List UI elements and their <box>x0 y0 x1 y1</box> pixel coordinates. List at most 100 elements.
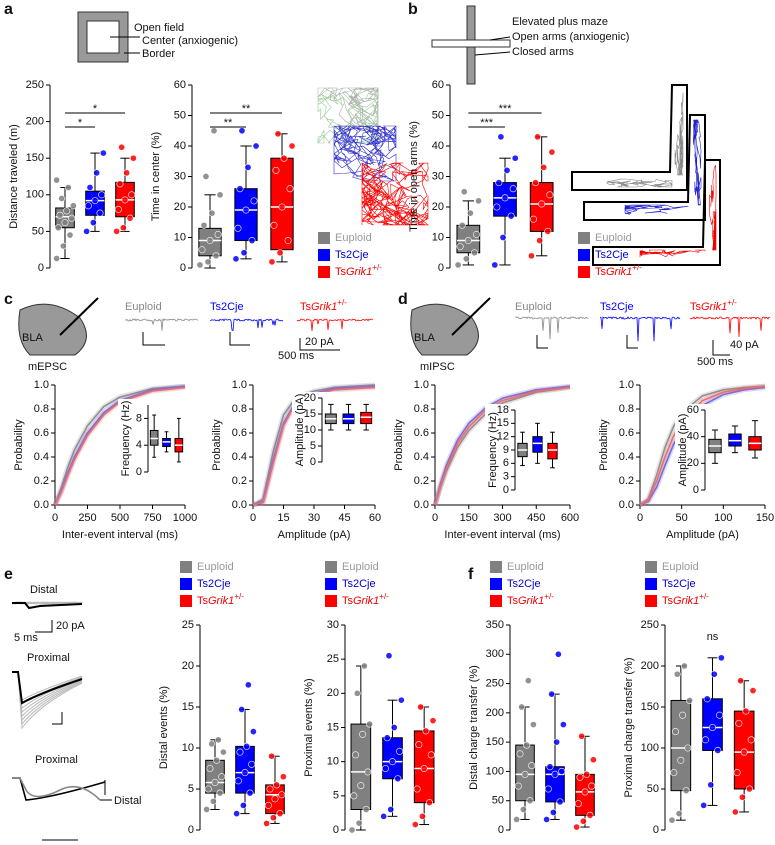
y-tick-label: 50 <box>432 109 444 121</box>
data-point <box>355 819 363 827</box>
data-point <box>717 654 725 662</box>
track-trace <box>606 178 673 188</box>
y-tick-label: 0 <box>653 824 659 836</box>
y-tick-label: 0 <box>693 484 699 496</box>
box <box>545 766 565 803</box>
open-arms <box>431 39 511 48</box>
y-tick-label: 0.8 <box>414 403 429 415</box>
data-point <box>121 196 129 204</box>
y-tick-label: 300 <box>486 648 504 660</box>
data-point <box>454 261 462 269</box>
x-axis-label: Amplitude (pA) <box>278 529 351 541</box>
data-point <box>238 705 246 714</box>
data-point <box>519 805 527 814</box>
data-point <box>679 711 687 719</box>
legend-label: Euploid <box>342 561 379 573</box>
trace-label: Distal <box>30 584 58 596</box>
data-point <box>503 166 511 174</box>
recording-label: mEPSC <box>28 361 67 373</box>
data-point <box>531 179 540 187</box>
schematic-label: Border <box>142 48 175 60</box>
data-point <box>680 662 688 670</box>
y-tick-label: 0.0 <box>34 499 49 511</box>
data-point <box>675 810 683 818</box>
data-point <box>249 728 257 736</box>
data-point <box>456 243 464 251</box>
data-point <box>413 785 421 793</box>
data-point <box>214 736 222 744</box>
electrode <box>451 297 491 336</box>
y-tick-label: 0.6 <box>414 427 429 439</box>
y-tick-label: 0.8 <box>232 403 247 415</box>
data-point <box>731 808 739 816</box>
y-tick-label: 0.4 <box>619 451 634 463</box>
data-point <box>529 721 537 729</box>
y-tick-label: 9 <box>503 444 509 456</box>
significance-label: *** <box>480 117 494 129</box>
data-point <box>232 255 240 263</box>
y-axis-label: Amplitude (pA) <box>677 414 689 487</box>
track-trace <box>317 87 379 143</box>
data-point <box>99 149 107 157</box>
data-point <box>491 261 499 269</box>
slice-d: BLA mIPSC Euploid Ts2Cje TsGrik1+/- 40 p… <box>410 297 759 373</box>
y-tick-label: 150 <box>641 701 659 713</box>
y-axis-label: Distal events (%) <box>158 686 170 769</box>
data-point <box>589 756 597 764</box>
legend-label: Euploid <box>662 561 699 573</box>
x-tick-label: 150 <box>756 512 774 524</box>
data-point <box>380 812 388 820</box>
data-point <box>526 797 534 805</box>
brain-slice <box>18 303 87 356</box>
y-tick-label: 20 <box>432 201 444 213</box>
legend-label: Ts2Cje <box>662 578 696 590</box>
data-point <box>246 789 254 797</box>
data-point <box>388 758 397 766</box>
data-point <box>200 221 208 229</box>
y-tick-label: 0.6 <box>232 427 247 439</box>
y-tick-label: 30 <box>432 170 444 182</box>
significance-label: ** <box>242 103 251 115</box>
y-axis-label: Amplitude (pA) <box>294 394 306 467</box>
legend-swatch <box>490 595 502 607</box>
data-point <box>527 252 535 260</box>
data-point <box>673 670 681 678</box>
y-tick-label: 0.8 <box>34 403 49 415</box>
data-point <box>53 176 61 184</box>
data-point <box>553 738 561 746</box>
plus-maze-schematic: Elevated plus maze Open arms (anxiogenic… <box>431 5 629 85</box>
data-point <box>501 194 509 202</box>
y-tick-label: 0 <box>188 824 194 836</box>
y-tick-label: 5 <box>310 440 316 452</box>
y-tick-label: 50 <box>32 225 44 237</box>
y-tick-label: 0.2 <box>619 475 634 487</box>
y-tick-label: 20 <box>687 457 699 469</box>
x-tick-label: 15 <box>277 512 289 524</box>
y-tick-label: 0.4 <box>414 451 429 463</box>
data-point <box>499 233 507 242</box>
y-axis-label: Proximal charge transfer (%) <box>623 658 635 798</box>
scale-bar <box>142 332 250 346</box>
scale-bar <box>35 620 53 633</box>
scale-bar <box>299 338 340 351</box>
data-point <box>710 670 718 678</box>
scale-label: 20 pA <box>305 336 334 348</box>
data-point <box>91 197 99 205</box>
significance-label: ns <box>707 631 719 643</box>
data-point <box>239 801 247 809</box>
legend-swatch <box>490 561 502 573</box>
panel-letter: d <box>398 291 408 308</box>
data-point <box>460 188 468 196</box>
data-point <box>364 768 372 776</box>
legend-swatch <box>645 595 657 607</box>
legend-swatch <box>325 578 337 590</box>
trace-label: Euploid <box>125 301 162 313</box>
labels: a b c d e f <box>4 1 474 583</box>
y-tick-label: 0.8 <box>619 403 634 415</box>
y-tick-label: 3 <box>503 471 509 483</box>
data-point <box>219 748 227 756</box>
data-point <box>740 748 748 756</box>
y-tick-label: 8 <box>136 412 142 424</box>
data-point <box>574 800 582 808</box>
